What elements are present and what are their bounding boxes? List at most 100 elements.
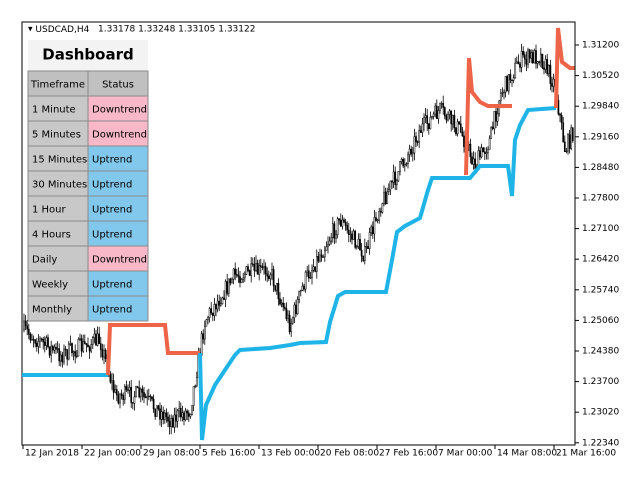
candle-body xyxy=(120,393,123,396)
candle-body xyxy=(271,269,273,276)
candle-body xyxy=(251,263,254,265)
candle-body xyxy=(173,414,176,428)
y-tick-label: 1.23700 xyxy=(582,377,619,387)
candle-body xyxy=(363,246,366,261)
candle-body xyxy=(154,408,157,417)
candle-body xyxy=(221,297,224,304)
candle-body xyxy=(263,266,265,269)
candle-body xyxy=(437,110,440,119)
candle-body xyxy=(258,265,261,275)
candle-body xyxy=(349,233,352,235)
candle-body xyxy=(503,91,505,94)
cell-text: Weekly xyxy=(32,280,68,291)
table-cell xyxy=(27,270,89,297)
cell-text: 1 Hour xyxy=(32,205,67,216)
candle-body xyxy=(205,319,208,327)
candle-body xyxy=(399,161,401,172)
candle-body xyxy=(455,127,457,135)
y-tick-label: 1.27800 xyxy=(582,194,619,204)
candle-body xyxy=(234,268,237,275)
candle-body xyxy=(264,266,267,275)
dashboard-title-bg xyxy=(28,40,148,71)
candle-body xyxy=(99,343,102,351)
candle-body xyxy=(563,141,566,153)
candle-body xyxy=(31,339,33,341)
table-cell xyxy=(87,70,149,97)
candle-body xyxy=(130,387,133,403)
candle-body xyxy=(459,123,462,133)
candle-body xyxy=(559,113,561,116)
candle-body xyxy=(147,395,150,398)
candle-body xyxy=(43,341,46,346)
candle-body xyxy=(288,314,291,333)
candle-body xyxy=(432,113,435,117)
candle-body xyxy=(202,333,205,340)
candle-body xyxy=(445,115,448,121)
candle-body xyxy=(127,389,129,391)
candle-body xyxy=(224,281,227,300)
candle-body xyxy=(327,244,329,248)
candle-body xyxy=(527,49,529,65)
candle-body xyxy=(53,346,56,351)
candle-body xyxy=(303,285,305,290)
candle-body xyxy=(495,111,497,122)
candle-body xyxy=(26,325,29,330)
candle-body xyxy=(434,105,437,115)
candle-body xyxy=(218,300,221,306)
candle-body xyxy=(45,337,48,346)
candle-body xyxy=(525,58,528,65)
candle-body xyxy=(184,410,187,420)
y-tick-label: 1.26420 xyxy=(582,255,619,265)
candle-body xyxy=(42,338,45,343)
candle-body xyxy=(533,50,536,64)
candle-body xyxy=(181,412,184,418)
candle-body xyxy=(128,387,131,391)
candle-body xyxy=(125,386,128,390)
candle-body xyxy=(176,410,179,422)
candle-body xyxy=(285,308,288,320)
candle-body xyxy=(485,152,488,154)
candle-body xyxy=(293,304,296,319)
candle-body xyxy=(261,266,264,269)
candle-body xyxy=(90,344,93,352)
candle-body xyxy=(194,385,197,388)
x-tick-label: 20 Feb 08:00 xyxy=(320,449,379,459)
candle-body xyxy=(538,61,541,63)
candle-body xyxy=(160,411,163,420)
candle-body xyxy=(159,408,161,420)
candle-body xyxy=(248,270,251,276)
candle-body xyxy=(567,134,569,152)
candle-body xyxy=(259,265,262,268)
candle-body xyxy=(368,232,371,249)
candle-body xyxy=(435,105,438,119)
candle-body xyxy=(471,156,473,165)
candle-body xyxy=(149,395,152,398)
candle-body xyxy=(112,380,115,393)
candle-body xyxy=(339,219,342,227)
candle-body xyxy=(39,338,41,342)
candle-body xyxy=(103,349,105,358)
x-tick-label: 21 Mar 16:00 xyxy=(556,449,616,459)
candle-body xyxy=(551,83,553,87)
candle-body xyxy=(50,345,53,356)
candle-body xyxy=(55,346,57,350)
candle-body xyxy=(488,138,491,150)
candle-body xyxy=(423,117,425,125)
candle-body xyxy=(307,270,310,279)
axes: 1.31200 1.30520 1.29840 1.29160 1.28480 1.278… xyxy=(22,41,619,459)
cell-text: Downtrend xyxy=(92,105,147,116)
candle-body xyxy=(391,180,393,183)
cell-text: Uptrend xyxy=(92,180,132,191)
candle-body xyxy=(133,396,136,404)
candle-body xyxy=(47,337,49,348)
candle-body xyxy=(93,333,96,338)
candle-body xyxy=(543,67,545,70)
candle-body xyxy=(207,317,209,320)
candle-body xyxy=(131,402,134,404)
candle-body xyxy=(66,349,69,360)
candle-body xyxy=(162,411,165,421)
candle-body xyxy=(250,263,253,276)
candle-body xyxy=(315,256,318,272)
candle-body xyxy=(362,255,365,261)
candle-body xyxy=(123,386,126,400)
